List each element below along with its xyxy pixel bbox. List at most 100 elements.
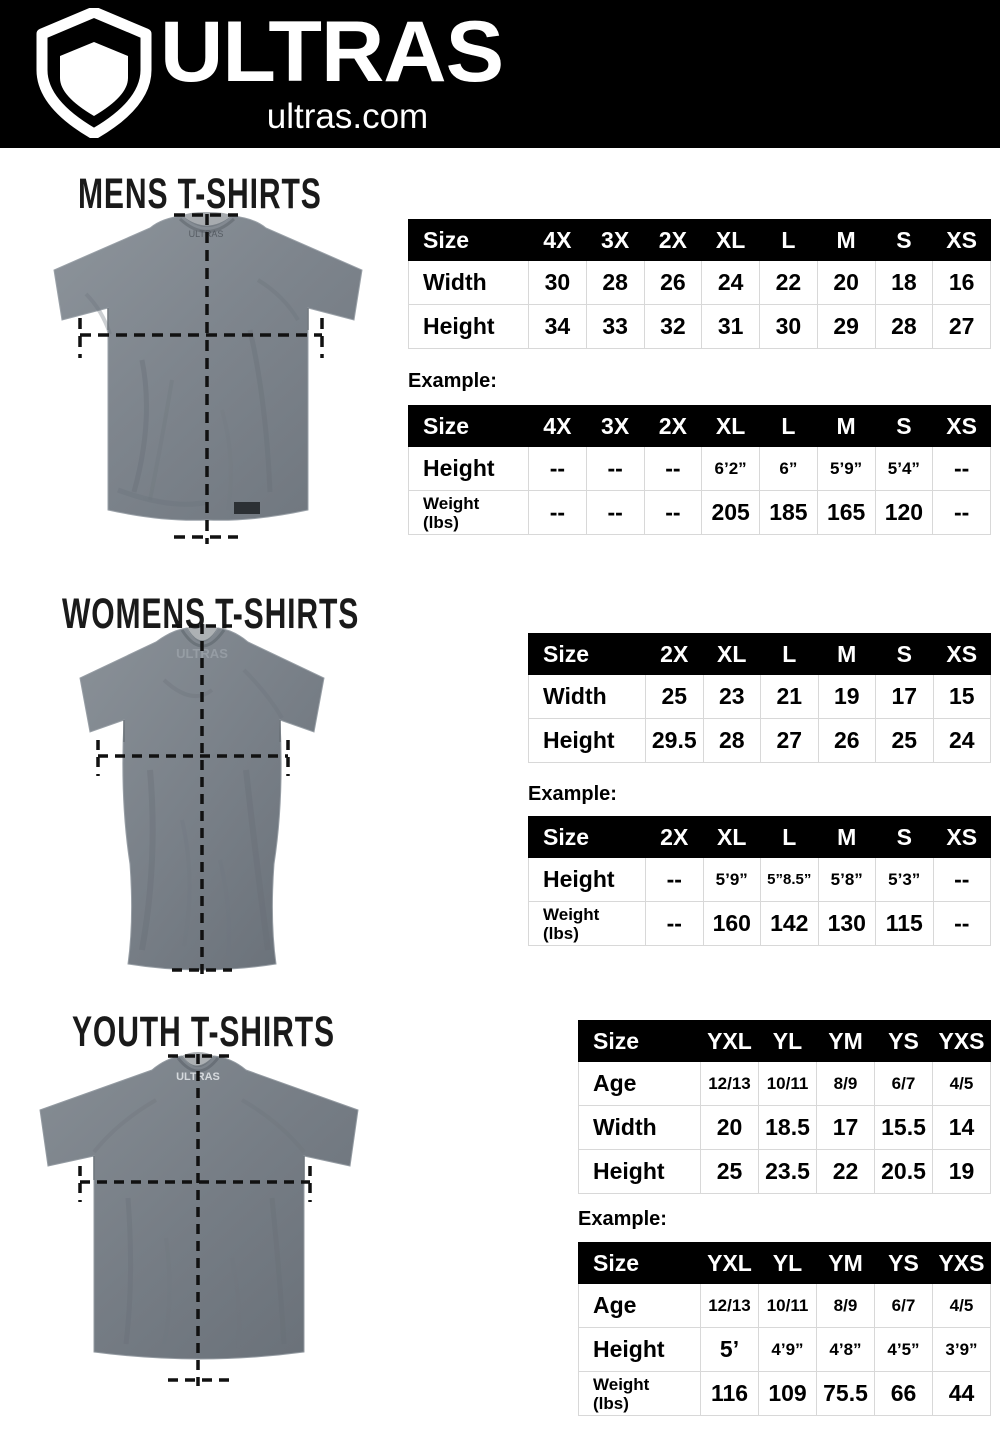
cell: 24: [701, 260, 760, 305]
cell: 29: [816, 304, 876, 349]
col-header-4x: 4X: [528, 405, 587, 447]
col-header-s: S: [874, 219, 934, 261]
cell: 44: [932, 1371, 991, 1416]
table-row: Height -- -- -- 6’2” 6” 5’9” 5’4” --: [408, 446, 991, 491]
col-header-l: L: [760, 816, 819, 858]
col-header-size: Size: [528, 633, 646, 675]
table-header-row: Size YXL YL YM YS YXS: [578, 1242, 991, 1284]
cell: 115: [875, 901, 934, 946]
row-label-height: Height: [408, 304, 529, 349]
cell: --: [643, 446, 703, 491]
col-header-xs: XS: [932, 219, 991, 261]
table-header-row: Size 4X 3X 2X XL L M S XS: [408, 405, 991, 447]
col-header-2x: 2X: [645, 633, 704, 675]
mens-tshirt-illustration: ULTRAS: [22, 210, 392, 550]
cell: 24: [932, 718, 991, 763]
cell: 14: [932, 1105, 991, 1150]
cell: 32: [643, 304, 703, 349]
col-header-size: Size: [528, 816, 646, 858]
col-header-size: Size: [578, 1242, 701, 1284]
brand-block: ULTRAS ultras.com: [160, 6, 535, 136]
table-row: Weight (lbs) -- -- -- 205 185 165 120 --: [408, 490, 991, 535]
table-row: Height -- 5’9” 5”8.5” 5’8” 5’3” --: [528, 857, 991, 902]
cell: 22: [759, 260, 818, 305]
col-header-l: L: [759, 219, 818, 261]
cell: 26: [817, 718, 876, 763]
section-womens: WOMENS T-SHIRTS ULTRAS: [0, 568, 1000, 996]
col-header-m: M: [816, 219, 876, 261]
cell: 160: [702, 901, 761, 946]
womens-example-table: Size 2X XL L M S XS Height -- 5’9” 5”8.5…: [528, 816, 991, 946]
row-label-weight: Weight (lbs): [578, 1371, 701, 1416]
site-header: ULTRAS ultras.com: [0, 0, 1000, 148]
table-row: Width 20 18.5 17 15.5 14: [578, 1105, 991, 1150]
row-label-age: Age: [578, 1061, 701, 1106]
cell: 5”8.5”: [760, 857, 819, 902]
cell: 130: [817, 901, 876, 946]
col-header-m: M: [816, 405, 876, 447]
col-header-l: L: [760, 633, 819, 675]
cell: 25: [645, 674, 704, 719]
cell: 3’9”: [932, 1327, 991, 1372]
cell: 6”: [759, 446, 818, 491]
brand-name: ULTRAS: [160, 4, 504, 100]
cell: 5’: [700, 1327, 759, 1372]
col-header-xs: XS: [932, 405, 991, 447]
col-header-3x: 3X: [585, 405, 645, 447]
cell: 4’5”: [874, 1327, 933, 1372]
cell: 28: [702, 718, 761, 763]
cell: 6’2”: [701, 446, 760, 491]
col-header-ys: YS: [874, 1020, 933, 1062]
cell: 22: [816, 1149, 875, 1194]
cell: 8/9: [816, 1061, 875, 1106]
cell: 26: [643, 260, 703, 305]
col-header-xl: XL: [702, 633, 761, 675]
col-header-size: Size: [408, 219, 529, 261]
table-row: Width 25 23 21 19 17 15: [528, 674, 991, 719]
row-label-height: Height: [528, 857, 646, 902]
cell: --: [528, 490, 587, 535]
cell: 205: [701, 490, 760, 535]
col-header-s: S: [875, 816, 934, 858]
col-header-xl: XL: [701, 405, 760, 447]
col-header-4x: 4X: [528, 219, 587, 261]
cell: 33: [585, 304, 645, 349]
col-header-s: S: [874, 405, 934, 447]
cell: 19: [817, 674, 876, 719]
col-header-ym: YM: [816, 1020, 875, 1062]
row-label-height: Height: [578, 1149, 701, 1194]
cell: 20: [700, 1105, 759, 1150]
cell: 15.5: [874, 1105, 933, 1150]
cell: 5’9”: [702, 857, 761, 902]
table-header-row: Size 2X XL L M S XS: [528, 816, 991, 858]
col-header-yxl: YXL: [700, 1020, 759, 1062]
row-label-weight-line2: (lbs): [593, 1393, 629, 1413]
col-header-xl: XL: [702, 816, 761, 858]
row-label-weight-line1: Weight: [593, 1374, 650, 1394]
table-row: Height 29.5 28 27 26 25 24: [528, 718, 991, 763]
cell: 34: [528, 304, 587, 349]
cell: --: [645, 857, 704, 902]
cell: 18.5: [758, 1105, 817, 1150]
row-label-width: Width: [528, 674, 646, 719]
row-label-height: Height: [528, 718, 646, 763]
cell: 15: [932, 674, 991, 719]
row-label-height: Height: [578, 1327, 701, 1372]
cell: 28: [585, 260, 645, 305]
cell: 16: [932, 260, 991, 305]
col-header-s: S: [875, 633, 934, 675]
cell: --: [645, 901, 704, 946]
cell: --: [932, 490, 991, 535]
cell: 185: [759, 490, 818, 535]
cell: 142: [760, 901, 819, 946]
cell: 31: [701, 304, 760, 349]
svg-text:ULTRAS: ULTRAS: [176, 646, 228, 661]
table-row: Age 12/13 10/11 8/9 6/7 4/5: [578, 1061, 991, 1106]
cell: 17: [875, 674, 934, 719]
col-header-size: Size: [578, 1020, 701, 1062]
cell: 5’4”: [874, 446, 934, 491]
col-header-l: L: [759, 405, 818, 447]
cell: 4’8”: [816, 1327, 875, 1372]
row-label-weight-line1: Weight: [543, 904, 600, 924]
col-header-xs: XS: [932, 633, 991, 675]
